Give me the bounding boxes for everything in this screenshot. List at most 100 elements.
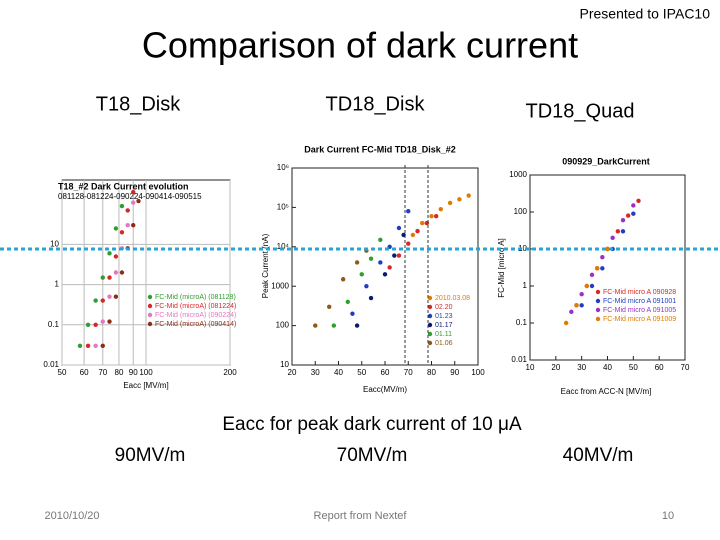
x-tick-label: 70 (681, 363, 690, 372)
x-tick-label: 30 (577, 363, 586, 372)
y-axis-label: Peak Current (nA) (261, 233, 270, 298)
data-point (589, 272, 595, 278)
chart-background (262, 138, 482, 396)
data-point (406, 241, 411, 246)
legend-marker (147, 294, 153, 300)
legend-marker (427, 313, 433, 319)
data-point (563, 320, 569, 326)
legend-label: 01.17 (435, 322, 453, 329)
x-tick-label: 80 (427, 368, 436, 377)
chart-title: 090929_DarkCurrent (562, 156, 650, 166)
legend-label: FC-Mid micro A 091005 (603, 307, 676, 314)
data-point (433, 213, 439, 219)
legend-label: FC-Mid (microA) (081224) (155, 303, 236, 310)
data-point (396, 225, 402, 231)
data-point (364, 284, 369, 289)
data-point (447, 200, 453, 206)
legend-label: 01.06 (435, 340, 453, 347)
x-tick-label: 40 (603, 363, 612, 372)
x-tick-label: 20 (288, 368, 297, 377)
y-tick-label: 1000 (271, 281, 289, 290)
data-point (119, 230, 125, 235)
data-point (93, 343, 98, 349)
data-point (457, 197, 462, 202)
y-tick-label: 1000 (509, 170, 527, 179)
data-point (410, 232, 416, 238)
legend-label: FC-Mid micro A 090928 (603, 289, 676, 296)
data-point (313, 323, 318, 328)
data-point (396, 253, 402, 258)
x-tick-label: 40 (334, 368, 343, 377)
legend-label: FC-Mid (microA) (081128) (155, 294, 236, 301)
data-point (327, 304, 332, 310)
x-tick-label: 200 (223, 368, 237, 377)
data-point (610, 235, 615, 241)
x-tick-label: 90 (129, 368, 138, 377)
x-tick-label: 70 (404, 368, 413, 377)
data-point (131, 200, 136, 205)
x-tick-label: 80 (115, 368, 124, 377)
x-tick-label: 10 (526, 363, 535, 372)
data-point (350, 311, 355, 316)
data-point (113, 226, 119, 231)
result: 40MV/m (563, 445, 634, 466)
y-tick-label: 0.01 (43, 360, 59, 369)
data-point (93, 322, 98, 328)
data-point (100, 275, 105, 280)
column-label: TD18_Quad (526, 100, 635, 122)
data-point (100, 298, 105, 303)
data-point (119, 203, 125, 209)
legend-label: FC-Mid micro A 091009 (603, 316, 676, 323)
data-point (594, 266, 600, 271)
data-point (406, 209, 411, 214)
legend-label: FC-Mid micro A 091001 (603, 298, 676, 305)
legend-label: 2010.03.08 (435, 295, 470, 302)
legend-marker (595, 298, 601, 304)
slide-title: Comparison of dark current (142, 25, 578, 66)
y-tick-label: 10⁶ (277, 163, 289, 172)
data-point (77, 343, 83, 349)
data-point (620, 218, 626, 223)
data-point (579, 303, 584, 308)
x-axis-label: Eacc from ACC-N [MV/m] (561, 387, 652, 396)
legend-label: FC-Mid (microA) (090414) (155, 321, 236, 328)
y-tick-label: 100 (514, 207, 528, 216)
data-point (136, 198, 141, 204)
legend-marker (427, 304, 433, 310)
chart-background (497, 150, 715, 400)
y-axis-label: FC-Mid [micro A] (497, 238, 506, 298)
column-label: TD18_Disk (326, 93, 426, 115)
x-tick-label: 50 (357, 368, 366, 377)
column-label: T18_Disk (96, 93, 181, 115)
y-tick-label: 10⁵ (277, 203, 289, 212)
data-point (93, 298, 98, 303)
data-point (119, 270, 125, 275)
caption: Eacc for peak dark current of 10 μA (222, 414, 522, 435)
data-point (113, 270, 119, 275)
data-point (574, 303, 579, 308)
y-tick-label: 1 (55, 280, 60, 289)
result: 90MV/m (115, 445, 186, 466)
x-tick-label: 30 (311, 368, 320, 377)
footer-date: 2010/10/20 (44, 510, 99, 522)
data-point (107, 251, 112, 256)
data-point (636, 198, 641, 204)
data-point (631, 211, 636, 216)
y-tick-label: 0.1 (516, 318, 528, 327)
data-point (615, 229, 621, 234)
result: 70MV/m (337, 445, 408, 466)
y-tick-label: 0.1 (48, 320, 60, 329)
chart-subtitle: 081128-081224-090224-090414-090515 (58, 192, 202, 201)
data-point (107, 319, 112, 324)
legend-marker (427, 295, 433, 301)
data-point (387, 265, 392, 270)
data-point (100, 343, 105, 349)
legend-marker (147, 321, 153, 327)
data-point (620, 229, 626, 234)
data-point (85, 343, 91, 349)
data-point (605, 246, 610, 252)
x-tick-label: 50 (629, 363, 638, 372)
data-point (625, 213, 631, 218)
x-tick-label: 60 (381, 368, 390, 377)
data-point (392, 253, 397, 258)
